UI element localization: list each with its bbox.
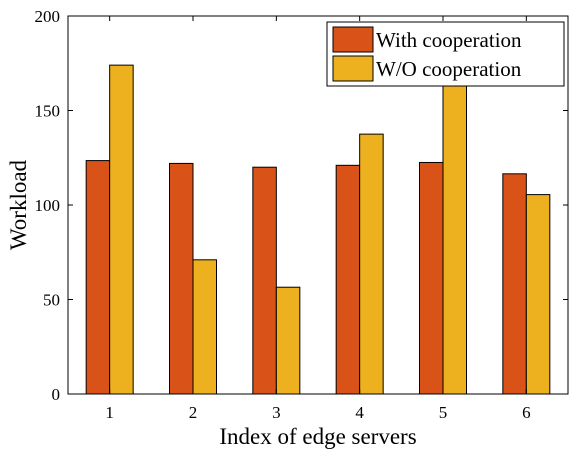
- bar-with-cooperation-3: [252, 166, 277, 395]
- x-tick-label: 6: [522, 403, 531, 422]
- bar-with-cooperation-1: [85, 160, 111, 395]
- y-tick-label: 50: [43, 291, 60, 310]
- bar-without-cooperation-4: [359, 133, 384, 395]
- legend: With cooperation W/O cooperation: [326, 21, 565, 87]
- x-tick-label: 1: [105, 403, 114, 422]
- legend-label-without-cooperation: W/O cooperation: [376, 57, 522, 81]
- bar-without-cooperation-3: [275, 286, 301, 395]
- bar-with-cooperation-6: [502, 173, 527, 395]
- bar-without-cooperation-1: [109, 64, 134, 395]
- x-tick-label: 5: [439, 403, 448, 422]
- legend-swatch-with-cooperation: [332, 26, 374, 53]
- y-axis: 0 50 100 150 200: [35, 7, 568, 404]
- bar-with-cooperation-5: [419, 161, 444, 395]
- x-axis-label: Index of edge servers: [219, 424, 416, 449]
- y-tick-label: 0: [52, 385, 61, 404]
- y-tick-label: 200: [35, 7, 61, 26]
- bar-without-cooperation-2: [192, 259, 217, 395]
- bar-without-cooperation-6: [525, 194, 551, 395]
- bar-without-cooperation-5: [442, 81, 467, 395]
- bar-with-cooperation-2: [169, 162, 194, 395]
- x-tick-label: 3: [272, 403, 281, 422]
- legend-label-with-cooperation: With cooperation: [376, 28, 522, 52]
- y-axis-label: Workload: [6, 159, 31, 250]
- bar-with-cooperation-4: [335, 164, 361, 395]
- x-tick-label: 4: [355, 403, 364, 422]
- y-tick-label: 100: [35, 196, 61, 215]
- x-axis: 1 2 3 4 5 6: [105, 16, 531, 422]
- y-tick-label: 150: [35, 102, 61, 121]
- legend-swatch-without-cooperation: [332, 55, 374, 82]
- x-tick-label: 2: [189, 403, 198, 422]
- bars-group: [85, 64, 551, 395]
